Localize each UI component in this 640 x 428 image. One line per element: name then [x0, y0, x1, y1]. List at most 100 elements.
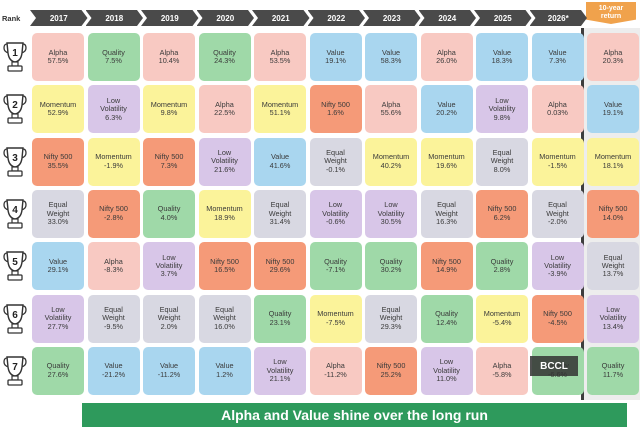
factor-return: 33.0% [47, 217, 69, 227]
factor-name: Weight [46, 208, 70, 218]
factor-return: 0.03% [547, 108, 568, 118]
factor-cell: Quality 24.3% [198, 33, 251, 81]
ten-year-return-cell: Equal Weight 13.7% [587, 242, 639, 291]
factor-name: Nifty 500 [598, 204, 628, 214]
factor-cell: Low Volatility 9.8% [476, 85, 528, 134]
factor-cell: Nifty 500 6.2% [476, 189, 528, 238]
factor-name: Weight [157, 313, 181, 323]
factor-name: Value [603, 99, 623, 109]
factor-name: Equal [381, 304, 401, 314]
factor-name: Equal [215, 304, 234, 314]
factor-name: Volatility [433, 365, 460, 375]
factor-return: 53.5% [269, 56, 291, 65]
factor-cell: Alpha 0.03% [531, 85, 584, 134]
factor-name: Weight [213, 313, 236, 323]
factor-name: Momentum [150, 99, 188, 109]
factor-return: 14.9% [436, 265, 457, 275]
rank-trophy-icon: 5 [3, 251, 27, 281]
factor-name: Momentum [372, 152, 410, 162]
factor-name: Alpha [603, 47, 623, 57]
factor-return: -4.5% [547, 317, 568, 327]
factor-return: 1.2% [216, 369, 233, 379]
factor-name: Low [550, 252, 565, 262]
factor-cell: Alpha 22.5% [198, 85, 251, 134]
factor-name: Low [495, 95, 509, 105]
factor-name: Value [270, 152, 290, 162]
factor-name: Momentum [317, 309, 354, 319]
year-header: 2019 [141, 10, 199, 26]
factor-name: Volatility [322, 208, 349, 218]
factor-return: 23.1% [269, 317, 291, 327]
factor-return: -5.8% [492, 369, 512, 379]
factor-name: Volatility [544, 260, 571, 270]
factor-return: 41.6% [269, 160, 291, 170]
factor-cell: Alpha 10.4% [143, 33, 195, 81]
factor-name: Alpha [104, 256, 123, 266]
factor-name: Weight [490, 156, 514, 166]
factor-name: Low [606, 304, 620, 314]
factor-name: Low [273, 357, 287, 367]
factor-name: Quality [102, 47, 125, 57]
factor-cell: Quality 23.1% [254, 294, 306, 343]
watermark-logo: BCCL [530, 356, 578, 376]
factor-return: 8.0% [493, 164, 511, 174]
factor-cell: Momentum -7.5% [309, 294, 362, 343]
year-header: 2018 [86, 10, 144, 26]
factor-cell: Nifty 500 -2.8% [87, 189, 140, 238]
factor-cell: Value 7.3% [531, 33, 584, 81]
factor-name: Weight [324, 156, 347, 166]
factor-name: Equal [104, 304, 123, 314]
factor-return: -5.4% [492, 317, 512, 327]
rank-trophy-icon: 2 [3, 94, 27, 124]
ten-year-return-cell: Momentum 18.1% [587, 137, 639, 186]
factor-cell: Momentum 9.8% [143, 85, 195, 134]
factor-return: 24.3% [214, 56, 235, 65]
factor-return: 19.1% [325, 56, 346, 65]
factor-cell: Low Volatility 11.0% [420, 346, 473, 395]
factor-name: Weight [601, 260, 625, 270]
factor-name: Alpha [492, 361, 512, 371]
factor-cell: Equal Weight 33.0% [32, 189, 84, 238]
factor-name: Nifty 500 [265, 256, 295, 266]
factor-return: 29.6% [269, 265, 291, 275]
factor-return: 16.0% [214, 321, 235, 331]
ten-year-return-header: 10-year return [586, 2, 636, 24]
factor-cell: Alpha -5.8% [476, 346, 528, 395]
factor-name: Value [104, 361, 123, 371]
factor-name: Low [328, 200, 343, 210]
rank-trophy-icon: 3 [3, 146, 27, 177]
factor-cell: Low Volatility 21.6% [198, 137, 251, 186]
factor-cell: Equal Weight -0.1% [309, 137, 362, 186]
factor-return: -2.8% [103, 212, 124, 222]
factor-cell: Nifty 500 29.6% [254, 242, 306, 291]
factor-return: 6.3% [105, 112, 122, 122]
factor-cell: Alpha 26.0% [420, 33, 473, 81]
factor-return: 6.2% [493, 212, 511, 222]
ten-year-return-cell: Value 19.1% [587, 85, 639, 134]
factor-cell: Equal Weight 16.3% [420, 189, 473, 238]
year-header: 2025 [474, 10, 532, 26]
factor-cell: Nifty 500 35.5% [32, 137, 84, 186]
factor-name: Momentum [39, 99, 77, 109]
factor-return: 2.0% [160, 321, 178, 331]
factor-name: Momentum [261, 99, 299, 109]
factor-return: 9.8% [493, 112, 511, 122]
factor-name: Alpha [159, 47, 179, 57]
factor-cell: Alpha 53.5% [254, 33, 306, 81]
factor-cell: Value 1.2% [198, 346, 251, 395]
year-header: 2017 [30, 10, 88, 26]
factor-name: Value [215, 361, 234, 371]
factor-cell: Quality 7.5% [87, 33, 140, 81]
factor-return: 25.2% [380, 369, 402, 379]
factor-cell: Alpha 55.6% [365, 85, 417, 134]
factor-cell: Nifty 500 -4.5% [531, 294, 584, 343]
factor-name: Value [381, 47, 401, 57]
factor-name: Alpha [326, 361, 345, 371]
factor-cell: Momentum -1.9% [87, 137, 140, 186]
factor-return: -0.6% [325, 217, 346, 227]
factor-return: 26.0% [436, 56, 457, 65]
factor-name: Alpha [437, 47, 456, 57]
rank-trophy-icon: 7 [3, 356, 27, 386]
factor-return: -1.9% [103, 160, 124, 170]
